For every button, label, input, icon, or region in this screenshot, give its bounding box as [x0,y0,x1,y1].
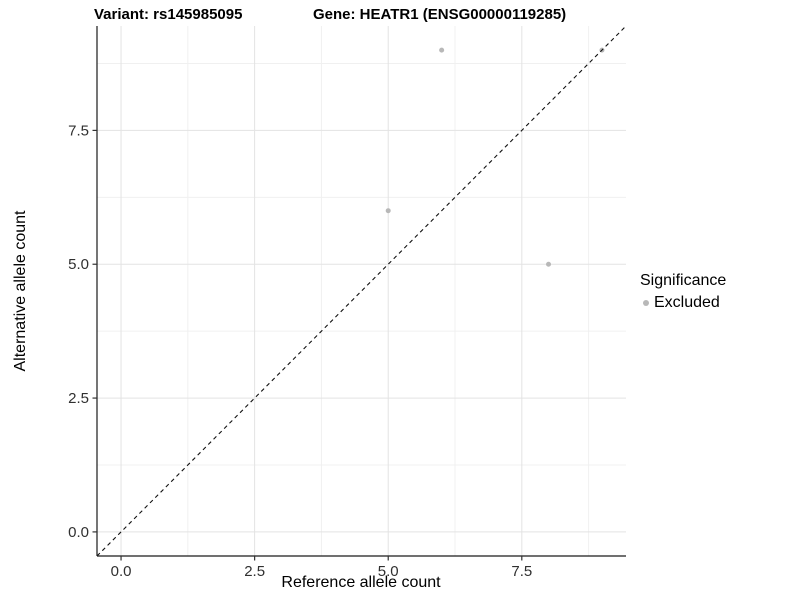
x-tick-label: 7.5 [511,563,532,580]
data-point [385,208,391,214]
x-axis-title: Reference allele count [281,574,441,591]
y-tick-label: 5.0 [68,256,89,273]
data-point [439,47,445,53]
data-point [546,261,552,267]
legend-item-excluded: Excluded [640,292,726,314]
legend-item-label: Excluded [654,294,720,311]
y-tick-label: 0.0 [68,524,89,541]
y-tick-label: 7.5 [68,122,89,139]
identity-reference-line [96,25,627,557]
variant-title: Variant: rs145985095 [94,6,243,23]
gene-title: Gene: HEATR1 (ENSG00000119285) [313,6,567,23]
x-tick-label: 2.5 [244,563,265,580]
y-tick-label: 2.5 [68,390,89,407]
excluded-point-icon [643,300,649,306]
x-tick-label: 5.0 [378,563,399,580]
legend: Significance Excluded [640,270,726,314]
y-axis-title: Alternative allele count [12,210,29,372]
legend-title: Significance [640,272,727,289]
x-tick-label: 0.0 [111,563,132,580]
